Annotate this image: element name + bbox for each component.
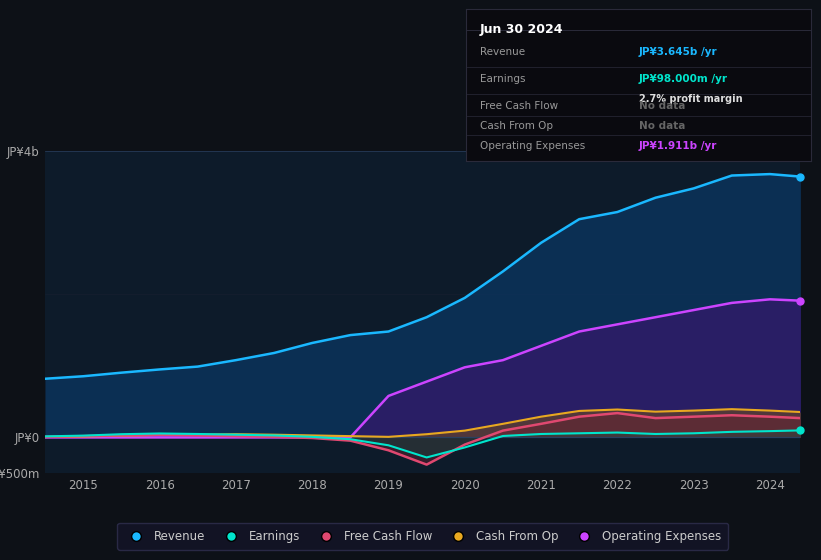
Text: No data: No data	[639, 122, 685, 131]
Text: No data: No data	[639, 101, 685, 111]
Text: Operating Expenses: Operating Expenses	[480, 141, 585, 151]
Text: JP¥3.645b /yr: JP¥3.645b /yr	[639, 46, 718, 57]
Legend: Revenue, Earnings, Free Cash Flow, Cash From Op, Operating Expenses: Revenue, Earnings, Free Cash Flow, Cash …	[117, 522, 728, 550]
Text: JP¥1.911b /yr: JP¥1.911b /yr	[639, 141, 717, 151]
Text: Jun 30 2024: Jun 30 2024	[480, 22, 564, 36]
Text: Earnings: Earnings	[480, 74, 525, 84]
Text: Free Cash Flow: Free Cash Flow	[480, 101, 558, 111]
Text: JP¥98.000m /yr: JP¥98.000m /yr	[639, 74, 727, 84]
Text: 2.7% profit margin: 2.7% profit margin	[639, 94, 742, 104]
Text: Cash From Op: Cash From Op	[480, 122, 553, 131]
Text: Revenue: Revenue	[480, 46, 525, 57]
